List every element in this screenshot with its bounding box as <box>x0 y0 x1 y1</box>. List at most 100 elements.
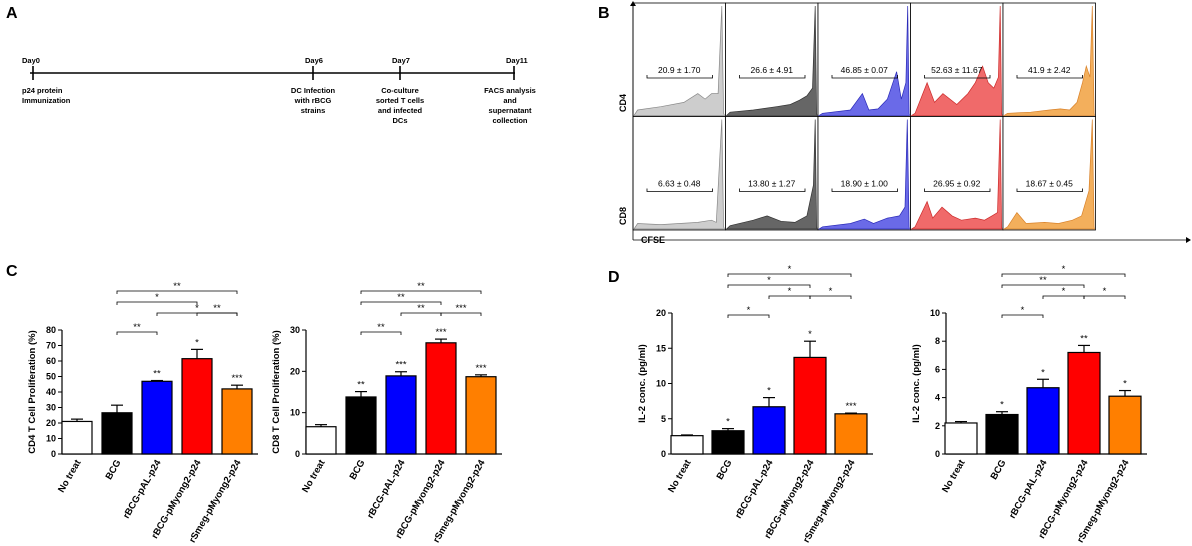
flow-histogram <box>910 119 1003 230</box>
bracket-label: * <box>788 264 792 275</box>
timeline-label: Immunization <box>22 96 71 105</box>
timeline-day: Day11 <box>506 56 528 65</box>
bracket-label: * <box>1062 286 1066 297</box>
flow-row-label-cd8: CD8 <box>618 207 628 225</box>
comparison-bracket <box>196 312 238 316</box>
timeline-day: Day6 <box>305 56 323 65</box>
timeline-label: sorted T cells <box>376 96 424 105</box>
timeline-label: and infected <box>378 106 423 115</box>
flow-gate-value: 26.95 ± 0.92 <box>933 179 980 189</box>
y-tick-label: 80 <box>46 325 56 335</box>
flow-cell <box>725 2 819 117</box>
category-label: rBCG-pAL-p24 <box>365 457 408 520</box>
category-label: BCG <box>104 458 124 482</box>
significance-star: * <box>1000 400 1004 411</box>
category-label: BCG <box>348 458 368 482</box>
comparison-bracket <box>116 301 198 305</box>
y-tick-label: 0 <box>935 449 940 459</box>
y-tick-label: 40 <box>46 387 56 397</box>
y-tick-label: 10 <box>930 308 940 318</box>
timeline-label: and <box>503 96 517 105</box>
bracket-label: * <box>155 292 159 303</box>
y-tick-label: 60 <box>46 356 56 366</box>
comparison-bracket <box>1001 314 1044 318</box>
timeline-label: p24 protein <box>22 86 63 95</box>
y-tick-label: 10 <box>656 379 666 389</box>
bracket-label: * <box>195 303 199 314</box>
y-tick-label: 2 <box>935 421 940 431</box>
category-label: BCG <box>715 458 735 482</box>
significance-star: * <box>808 329 812 340</box>
significance-star: * <box>726 417 730 428</box>
comparison-bracket <box>809 295 852 299</box>
bar <box>793 356 827 455</box>
bar <box>345 396 377 455</box>
y-axis-label: CD4 T Cell Proliferation (%) <box>27 330 38 454</box>
bar <box>1067 351 1101 455</box>
y-tick-label: 6 <box>935 364 940 374</box>
bracket-label: ** <box>397 292 405 303</box>
flow-histogram <box>1002 119 1095 230</box>
significance-star: * <box>195 337 199 348</box>
flow-gate <box>1016 75 1083 79</box>
flow-gate <box>924 188 991 192</box>
flow-gate-value: 13.80 ± 1.27 <box>748 179 795 189</box>
timeline-label: FACS analysis <box>484 86 536 95</box>
comparison-bracket <box>360 331 402 335</box>
flow-histogram <box>725 5 818 116</box>
significance-star: ** <box>153 369 161 380</box>
significance-star: * <box>1123 379 1127 390</box>
flow-row-label-cd4: CD4 <box>618 94 628 112</box>
flow-gate <box>831 188 898 192</box>
bar <box>752 406 786 455</box>
flow-gate-value: 52.63 ± 11.67 <box>931 65 983 75</box>
comparison-bracket <box>727 273 852 277</box>
flow-histogram <box>817 5 910 116</box>
flow-gate-value: 18.90 ± 1.00 <box>841 179 888 189</box>
panel-label-d: D <box>608 269 620 286</box>
timeline-label: with rBCG <box>294 96 332 105</box>
timeline-label: Co-culture <box>381 86 419 95</box>
bracket-label: * <box>1062 264 1066 275</box>
bracket-label: * <box>747 305 751 316</box>
category-label: No treat <box>300 457 328 494</box>
y-tick-label: 30 <box>290 325 300 335</box>
flow-gate-value: 46.85 ± 0.07 <box>841 65 888 75</box>
y-tick-label: 0 <box>295 449 300 459</box>
panel-label-a: A <box>6 5 18 22</box>
bracket-label: * <box>1021 305 1025 316</box>
significance-star: *** <box>845 401 856 412</box>
bar <box>834 413 868 455</box>
bar-chart-1: 0 10 20 30 40 50 60 70 80 CD4 T Cell Proliferatio… <box>27 281 258 545</box>
comparison-bracket <box>1001 284 1085 288</box>
flow-histogram <box>725 119 818 230</box>
y-tick-label: 8 <box>935 336 940 346</box>
flow-gate-value: 20.9 ± 1.70 <box>658 65 701 75</box>
bar-chart-3: 0 5 10 15 20 IL-2 conc. (pg/ml) No treat * BCG * r… <box>637 264 873 545</box>
category-label: No treat <box>56 457 84 494</box>
y-axis-label: IL-2 conc. (pg/ml) <box>911 344 922 423</box>
bracket-label: * <box>1103 286 1107 297</box>
bracket-label: * <box>788 286 792 297</box>
flow-gate <box>646 188 713 192</box>
flow-cell <box>725 116 819 231</box>
comparison-bracket <box>116 331 158 335</box>
bar <box>1108 395 1142 455</box>
timeline-day: Day0 <box>22 56 40 65</box>
bar <box>425 342 457 455</box>
y-tick-label: 5 <box>661 414 666 424</box>
timeline-label: DC Infection <box>291 86 336 95</box>
bar <box>221 388 253 455</box>
category-label: rBCG-pAL-p24 <box>1007 457 1050 520</box>
comparison-bracket <box>116 290 238 294</box>
flow-gate <box>831 75 898 79</box>
y-tick-label: 70 <box>46 341 56 351</box>
y-tick-label: 30 <box>46 403 56 413</box>
y-tick-label: 0 <box>661 449 666 459</box>
bar <box>465 376 497 455</box>
flow-cell <box>1002 116 1096 231</box>
category-label: BCG <box>989 458 1009 482</box>
flow-gate-value: 18.67 ± 0.45 <box>1026 179 1073 189</box>
